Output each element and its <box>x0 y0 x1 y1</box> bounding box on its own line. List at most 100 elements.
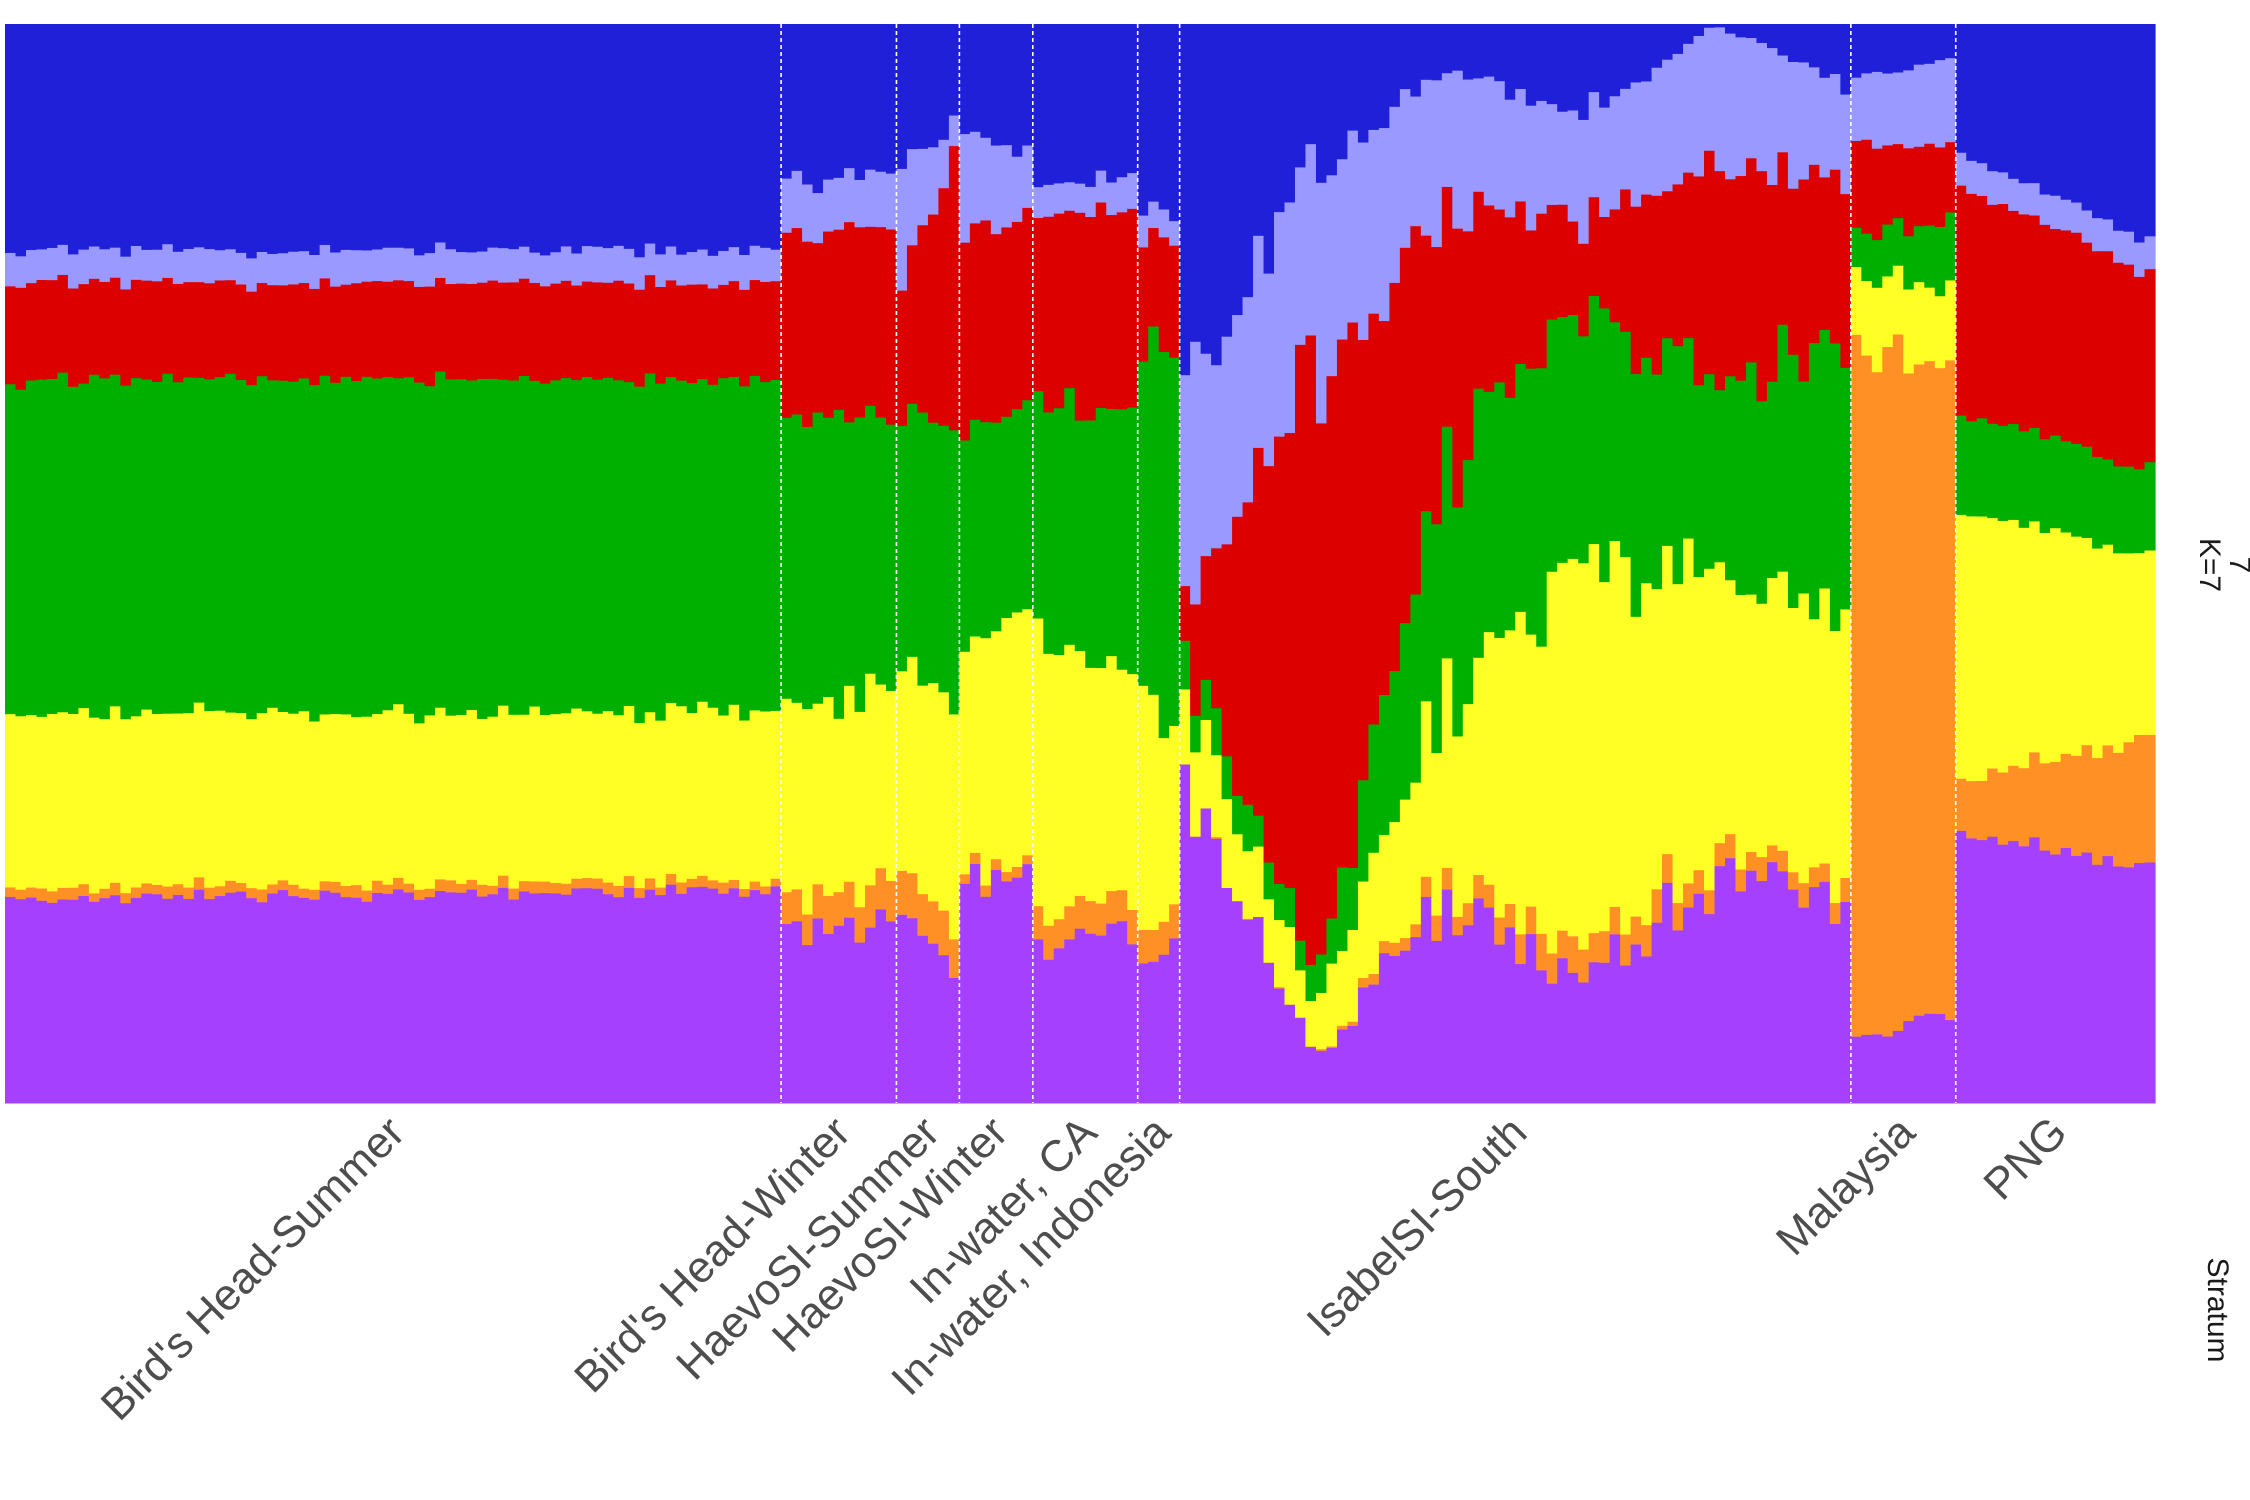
bar-segment-yellow <box>529 706 541 882</box>
bar-segment-purple <box>1221 887 1233 1104</box>
bar-segment-yellow <box>1861 280 1873 356</box>
bar-segment-blue <box>1672 24 1684 54</box>
bar-segment-purple <box>760 893 772 1104</box>
bar-segment-orange <box>476 884 489 897</box>
bar-segment-orange <box>581 877 593 889</box>
bar-segment-red <box>1766 184 1779 382</box>
bar-segment-red <box>1032 217 1044 392</box>
bar-segment-yellow <box>1672 583 1684 904</box>
bar-segment-purple <box>1211 838 1223 1104</box>
bar-segment-blue <box>120 24 132 257</box>
bar-segment-yellow <box>2102 544 2114 746</box>
bar-segment-green <box>885 424 898 691</box>
bar-segment-blue <box>1263 24 1275 274</box>
bar-segment-purple <box>57 898 69 1104</box>
bar-segment-blue <box>78 24 90 250</box>
bar-segment-red <box>1347 322 1359 868</box>
bar-segment-green <box>1578 335 1590 564</box>
bar-segment-purple <box>1599 962 1611 1104</box>
bar-segment-red <box>791 227 803 415</box>
bar-segment-yellow <box>1378 834 1390 942</box>
bar-segment-red <box>1945 141 1957 213</box>
bar-segment-red <box>592 281 604 380</box>
bar-segment-lightblue <box>1704 27 1716 151</box>
bar-segment-yellow <box>1399 799 1411 939</box>
bar-segment-purple <box>1966 837 1978 1104</box>
bar-segment-red <box>1745 157 1758 363</box>
bar-segment-purple <box>1011 877 1023 1104</box>
bar-segment-green <box>1599 307 1611 583</box>
bar-segment-red <box>1892 143 1904 219</box>
bar-segment-green <box>1525 368 1537 635</box>
bar-segment-lightblue <box>1578 119 1590 244</box>
bar-segment-purple <box>1871 1033 1883 1104</box>
bar-segment-yellow <box>1420 700 1432 877</box>
bar-segment-purple <box>518 890 530 1104</box>
bar-segment-purple <box>1997 844 2009 1104</box>
bar-segment-lightblue <box>246 257 258 292</box>
bar-segment-green <box>2134 468 2146 554</box>
bar-segment-blue <box>1766 24 1779 49</box>
bar-segment-orange <box>844 881 856 918</box>
bar-segment-red <box>1410 225 1422 595</box>
bar-segment-yellow <box>1882 275 1894 347</box>
bar-segment-green <box>1588 295 1600 545</box>
bar-segment-purple <box>1861 1034 1873 1104</box>
bar-segment-orange <box>1913 363 1925 1016</box>
bar-segment-lightblue <box>1127 172 1139 209</box>
bar-segment-orange <box>665 873 677 885</box>
bar-segment-orange <box>424 888 436 898</box>
bar-segment-yellow <box>1987 517 1999 769</box>
bar-segment-yellow <box>707 707 719 881</box>
bar-segment-red <box>854 226 866 418</box>
bar-segment-blue <box>697 24 709 250</box>
bar-segment-green <box>980 421 992 639</box>
bar-segment-blue <box>1578 24 1590 120</box>
bar-segment-orange <box>1704 889 1716 915</box>
bar-segment-blue <box>1924 24 1936 64</box>
bar-segment-lightblue <box>560 245 572 281</box>
bar-segment-yellow <box>1945 279 1957 361</box>
bar-segment-green <box>130 377 142 717</box>
bar-segment-orange <box>1074 895 1086 929</box>
bar-segment-lightblue <box>1263 273 1275 467</box>
bar-segment-yellow <box>812 703 824 885</box>
bar-segment-orange <box>1169 903 1181 939</box>
bar-segment-red <box>550 283 562 381</box>
bar-segment-lightblue <box>2113 230 2125 263</box>
bar-segment-yellow <box>1683 538 1695 884</box>
bar-segment-red <box>1903 147 1915 237</box>
bar-segment-red <box>602 282 614 378</box>
bar-segment-green <box>151 381 163 714</box>
bar-segment-yellow <box>676 705 688 883</box>
bar-segment-red <box>1305 334 1317 965</box>
bar-segment-blue <box>319 24 331 245</box>
bar-segment-lightblue <box>571 253 583 286</box>
bar-segment-yellow <box>25 714 38 888</box>
bar-segment-yellow <box>1934 295 1946 369</box>
bar-segment-yellow <box>1641 582 1653 926</box>
bar-segment-orange <box>25 887 38 898</box>
bar-segment-orange <box>497 875 510 888</box>
bar-segment-orange <box>2123 741 2135 868</box>
bar-segment-green <box>351 380 363 718</box>
bar-segment-blue <box>1169 24 1181 222</box>
bar-segment-orange <box>1871 371 1883 1035</box>
bar-segment-purple <box>1924 1013 1936 1104</box>
bar-segment-purple <box>634 897 646 1104</box>
bar-segment-lightblue <box>1693 35 1705 177</box>
bar-segment-lightblue <box>865 169 877 227</box>
bar-segment-lightblue <box>67 253 80 289</box>
bar-segment-red <box>707 288 719 385</box>
bar-segment-yellow <box>1567 558 1579 937</box>
bar-segment-orange <box>948 938 960 978</box>
bar-segment-red <box>393 279 405 379</box>
bar-segment-orange <box>655 887 667 896</box>
bar-segment-blue <box>1725 24 1737 34</box>
bar-segment-red <box>435 277 447 372</box>
bar-segment-yellow <box>172 713 184 885</box>
bar-segment-orange <box>1787 871 1800 890</box>
bar-segment-red <box>1221 543 1233 757</box>
bar-segment-orange <box>340 885 352 898</box>
bar-segment-blue <box>686 24 698 253</box>
